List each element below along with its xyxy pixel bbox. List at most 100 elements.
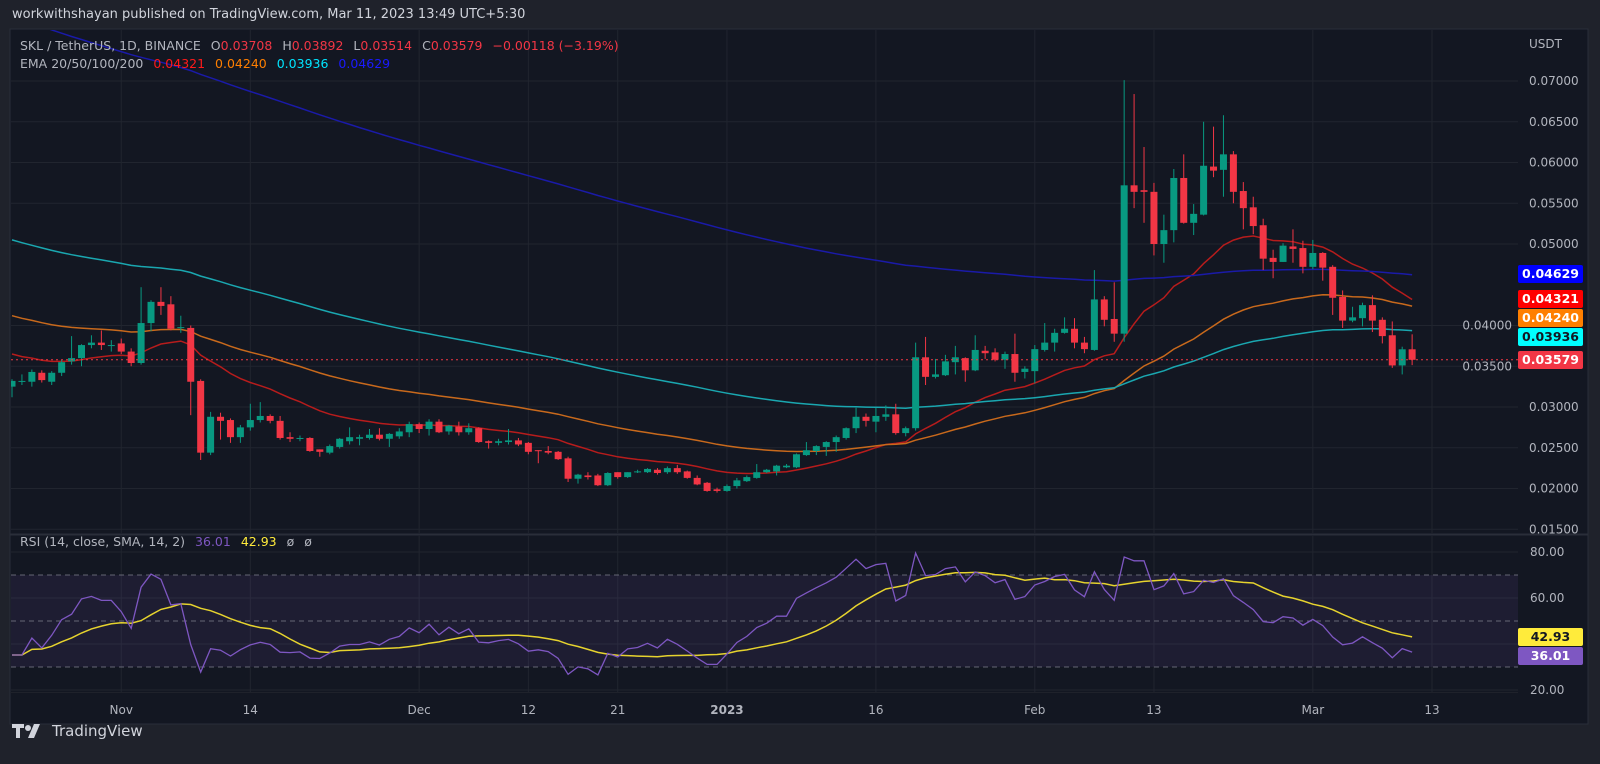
time-tick-label: 13 [1146, 703, 1161, 717]
ema100-badge: 0.03936 [1518, 328, 1583, 347]
candle-up [11, 379, 16, 398]
candle-body [1071, 328, 1079, 343]
candle-up [743, 475, 751, 482]
candle-up [207, 411, 215, 456]
candle-body [1388, 335, 1396, 366]
rsi-legend[interactable]: RSI (14, close, SMA, 14, 2) 36.01 42.93 … [20, 534, 312, 549]
candle-body [534, 450, 542, 452]
candle-body [773, 465, 781, 472]
candle-body [1339, 296, 1347, 321]
candle-body [395, 431, 403, 437]
candle-down [266, 414, 274, 424]
tradingview-brand: TradingView [52, 722, 143, 740]
rsi-level-lines [11, 574, 1518, 668]
candle-up [147, 300, 155, 332]
candle-down [554, 451, 562, 460]
tradingview-logo[interactable]: TradingView [12, 720, 143, 742]
candle-up [971, 335, 979, 372]
candle-up [18, 374, 26, 385]
candle-body [822, 442, 830, 447]
candle-down [485, 440, 493, 449]
candle-down [1210, 126, 1218, 178]
candle-body [1120, 185, 1128, 334]
price-axis[interactable]: 0.07000 0.06500 0.06000 0.05500 0.05000 0.040… [1462, 74, 1578, 536]
candle-body [524, 442, 532, 452]
candle-down [226, 418, 234, 443]
candle-up [882, 405, 890, 421]
candle-body [246, 420, 254, 428]
candle-down [1378, 317, 1386, 344]
candle-body [236, 427, 244, 438]
symbol-label[interactable]: SKL / TetherUS, 1D, BINANCE [20, 38, 201, 53]
candle-up [802, 442, 810, 456]
candle-up [1061, 317, 1069, 334]
candle-up [574, 473, 582, 484]
candle-down [435, 419, 443, 434]
ema-legend[interactable]: EMA 20/50/100/200 0.04321 0.04240 0.0393… [20, 56, 390, 71]
rsi-tick-label: 20.00 [1530, 683, 1564, 697]
low-label: L [353, 38, 361, 53]
candle-up [1219, 115, 1227, 197]
candle-body [147, 301, 155, 324]
candle-up [1170, 169, 1178, 243]
candle-up [405, 421, 413, 438]
candle-body [296, 437, 304, 439]
candle-body [564, 458, 572, 479]
candle-body [912, 357, 920, 429]
candle-body [673, 468, 681, 473]
candle-body [256, 415, 264, 421]
candle-up [842, 427, 850, 440]
candle-body [1398, 349, 1406, 366]
rsi-line [12, 550, 1413, 676]
candle-up [931, 358, 939, 379]
candle-body [1239, 191, 1247, 209]
time-axis[interactable]: Nov 14 Dec 12 21 2023 16 Feb 13 Mar 13 [110, 703, 1440, 717]
price-pane[interactable] [9, 16, 1519, 493]
candle-body [1160, 230, 1168, 244]
candle-body [783, 465, 791, 468]
candle-down [1100, 296, 1108, 327]
rsi-axis[interactable]: 80.00 60.00 20.00 [1530, 545, 1564, 697]
candle-body [475, 428, 483, 443]
ema20-value: 0.04321 [153, 56, 206, 71]
candle-up [505, 429, 512, 445]
candle-body [1279, 245, 1287, 262]
candle-down [564, 456, 572, 482]
ema50-value: 0.04240 [215, 56, 267, 71]
candle-up [365, 429, 373, 440]
candle-up [852, 407, 860, 434]
candle-down [1259, 218, 1267, 271]
candle-body [177, 327, 185, 329]
candle-body [902, 428, 910, 434]
candle-body [961, 358, 969, 371]
rsi-badge: 36.01 [1518, 647, 1583, 666]
rsi-pane[interactable] [11, 550, 1518, 676]
candle-up [1398, 346, 1406, 375]
candle-body [107, 345, 115, 347]
candle-body [276, 420, 284, 438]
symbol-legend[interactable]: SKL / TetherUS, 1D, BINANCE O0.03708 H0.… [20, 38, 619, 53]
candle-body [1090, 299, 1098, 350]
candle-body [931, 374, 939, 377]
time-tick-label: 14 [243, 703, 258, 717]
rsi-label[interactable]: RSI (14, close, SMA, 14, 2) [20, 534, 186, 549]
candle-down [594, 473, 602, 487]
time-tick-label: Feb [1024, 703, 1045, 717]
ema-label[interactable]: EMA 20/50/100/200 [20, 56, 144, 71]
candle-body [852, 416, 860, 429]
candle-body [1061, 328, 1069, 333]
candle-up [1160, 214, 1168, 263]
candle-up [941, 354, 949, 377]
candle-body [1130, 185, 1138, 192]
candle-up [356, 434, 364, 446]
candle-body [991, 352, 999, 360]
candle-up [902, 426, 910, 437]
rsi-value: 36.01 [195, 534, 231, 549]
grid-lines [11, 30, 1518, 692]
candle-down [97, 330, 105, 350]
time-tick-label: 21 [610, 703, 625, 717]
candle-up [177, 315, 185, 333]
candle-body [1309, 252, 1317, 267]
candle-body [1299, 248, 1307, 267]
